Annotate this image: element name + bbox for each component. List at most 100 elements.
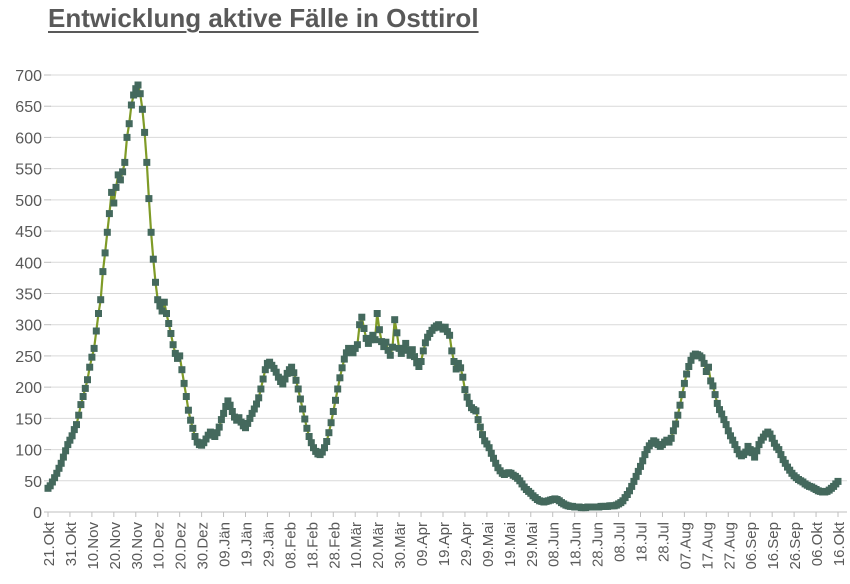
x-axis-tick-label: 29.Jän: [260, 522, 277, 567]
data-point-marker: [127, 101, 135, 109]
data-point-marker: [351, 344, 359, 352]
data-point-marker: [424, 333, 432, 341]
data-point-marker: [176, 352, 184, 360]
data-point-marker: [70, 426, 78, 434]
data-point-marker: [632, 472, 640, 480]
data-point-marker: [248, 409, 256, 417]
data-point-marker: [707, 377, 715, 385]
data-point-marker: [184, 406, 192, 414]
data-point-marker: [731, 441, 739, 449]
data-point-marker: [46, 482, 54, 490]
data-point-marker: [323, 438, 331, 445]
data-point-marker: [154, 296, 162, 304]
x-axis-tick-label: 30.Nov: [129, 522, 146, 570]
y-axis-tick-label: 150: [15, 411, 42, 428]
data-point-marker: [301, 415, 309, 423]
data-point-marker: [303, 424, 311, 432]
x-axis-tick-label: 08.Feb: [282, 522, 299, 569]
data-point-marker: [79, 393, 87, 400]
data-point-marker: [459, 373, 467, 381]
y-axis-tick-label: 400: [15, 255, 42, 272]
data-point-marker: [325, 429, 333, 437]
data-point-marker: [171, 349, 179, 357]
data-point-marker: [700, 359, 708, 367]
data-point-marker: [676, 401, 684, 409]
data-point-marker: [389, 343, 396, 351]
data-point-marker: [294, 385, 302, 393]
data-point-marker: [397, 349, 405, 357]
x-axis-tick-label: 10.Nov: [85, 522, 102, 570]
data-point-marker: [755, 441, 763, 449]
data-point-marker: [465, 399, 473, 407]
data-point-marker: [158, 307, 166, 315]
data-point-marker: [86, 363, 94, 371]
data-point-marker: [634, 467, 642, 475]
x-axis-tick-label: 20.Dez: [173, 522, 190, 570]
data-point-marker: [404, 346, 412, 354]
data-point-marker: [678, 391, 686, 399]
x-axis-tick-label: 18.Jun: [568, 522, 585, 567]
data-point-marker: [299, 405, 307, 413]
data-point-marker: [393, 329, 401, 337]
data-point-marker: [680, 379, 688, 387]
y-axis-tick-label: 600: [15, 130, 42, 147]
x-axis-tick-label: 26.Sep: [787, 522, 804, 570]
data-point-marker: [217, 416, 225, 424]
data-point-marker: [450, 358, 458, 365]
data-point-marker: [332, 396, 339, 404]
data-point-marker: [123, 133, 131, 141]
data-point-marker: [623, 491, 631, 498]
data-point-marker: [748, 449, 756, 457]
x-axis-tick-label: 29.Apr: [458, 522, 475, 566]
x-axis-tick-label: 31.Okt: [63, 521, 80, 566]
data-point-marker: [51, 474, 59, 482]
data-point-marker: [310, 444, 317, 452]
data-point-marker: [364, 339, 372, 347]
data-point-marker: [834, 477, 842, 485]
data-point-marker: [48, 478, 56, 486]
data-point-marker: [492, 459, 500, 467]
data-point-marker: [53, 469, 61, 477]
x-axis-tick-label: 30.Dez: [195, 522, 212, 570]
data-point-marker: [490, 454, 497, 462]
data-point-marker: [182, 393, 190, 400]
data-point-marker: [340, 355, 348, 363]
data-point-marker: [103, 228, 111, 236]
x-axis-tick-label: 10.Dez: [151, 522, 168, 570]
x-axis-tick-label: 09.Mai: [480, 522, 497, 567]
data-point-marker: [66, 436, 74, 444]
data-point-marker: [669, 427, 677, 435]
data-point-marker: [112, 183, 120, 191]
x-axis-tick-label: 09.Jän: [217, 522, 234, 567]
data-point-marker: [753, 447, 761, 455]
data-point-marker: [114, 171, 122, 179]
data-point-marker: [356, 321, 364, 329]
data-point-marker: [718, 410, 726, 418]
data-point-marker: [136, 90, 144, 98]
x-axis-tick-label: 08.Jun: [546, 522, 563, 567]
data-point-marker: [713, 399, 721, 407]
data-point-marker: [358, 313, 366, 321]
data-point-marker: [448, 347, 456, 355]
data-point-marker: [237, 418, 245, 426]
gridlines: [50, 74, 847, 482]
data-point-marker: [180, 379, 188, 387]
data-point-marker: [191, 433, 199, 440]
data-point-marker: [406, 351, 414, 359]
y-axis-tick-label: 250: [15, 349, 42, 366]
data-point-marker: [141, 128, 149, 136]
data-point-marker: [391, 316, 399, 324]
data-point-marker: [626, 487, 633, 495]
x-axis-tick-label: 09.Apr: [414, 522, 431, 566]
data-point-marker: [342, 349, 350, 357]
data-point-marker: [770, 439, 778, 447]
data-point-marker: [667, 434, 675, 442]
data-point-marker: [630, 477, 638, 485]
data-point-marker: [353, 341, 361, 349]
data-point-marker: [402, 339, 410, 347]
data-point-marker: [134, 81, 142, 89]
x-axis-tick-label: 18.Feb: [304, 522, 321, 569]
data-point-marker: [187, 416, 195, 424]
data-point-marker: [288, 363, 296, 371]
